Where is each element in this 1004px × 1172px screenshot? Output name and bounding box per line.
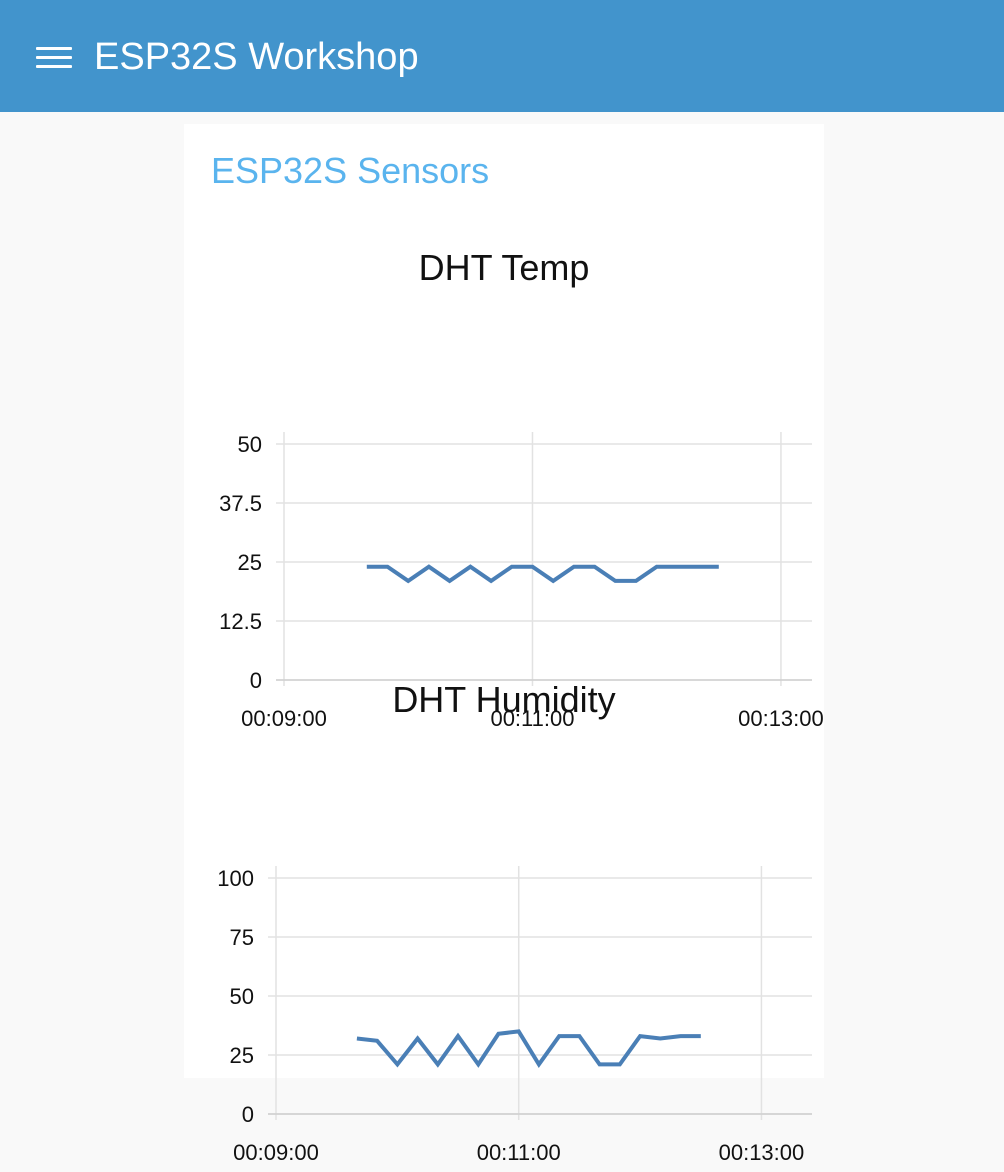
x-tick-label: 00:11:00 [490,706,574,731]
data-point [573,566,574,567]
top-bar: ESP32S Workshop [0,0,1004,112]
data-point [511,566,512,567]
y-tick-label: 25 [238,550,262,575]
data-point [615,580,616,581]
data-point [559,1036,560,1037]
y-tick-label: 0 [250,668,262,693]
data-point [698,566,699,567]
data-point [718,566,719,567]
series-line [366,564,719,584]
data-point [599,1064,600,1065]
humidity-chart: 0 25 50 75 100 00:09:00 00:11:00 00:13:00 [217,866,812,1165]
y-tick-label: 75 [230,925,254,950]
data-point [470,566,471,567]
data-point [356,1038,357,1039]
sensors-group-card: ESP32S Sensors DHT Temp 0 12.5 25 37.5 50 00:… [184,124,824,1165]
data-point [408,580,409,581]
data-point [437,1064,438,1065]
data-point [518,1031,519,1032]
data-point [680,1036,681,1037]
data-point [553,580,554,581]
data-point [428,566,429,567]
humidity-chart-title: DHT Humidity [392,679,616,720]
y-tick-label: 0 [242,1102,254,1127]
menu-line [36,65,72,68]
data-point [636,580,637,581]
y-tick-label: 25 [230,1043,254,1068]
menu-line [36,56,72,59]
hamburger-menu-icon[interactable] [26,36,82,80]
y-tick-label: 37.5 [219,491,262,516]
data-point [538,1064,539,1065]
data-point [660,1038,661,1039]
y-tick-label: 100 [217,866,254,891]
data-point [397,1064,398,1065]
x-tick-label: 00:13:00 [738,706,824,731]
y-tick-label: 50 [238,432,262,457]
series-line [356,1029,701,1069]
data-point [478,1064,479,1065]
group-title: ESP32S Sensors [211,150,490,191]
app-title: ESP32S Workshop [94,36,419,78]
data-point [640,1036,641,1037]
x-tick-label: 00:11:00 [477,1140,561,1165]
x-tick-label: 00:09:00 [233,1140,319,1165]
data-point [594,566,595,567]
data-point [498,1033,499,1034]
temp-chart-title: DHT Temp [418,247,590,288]
data-point [366,566,367,567]
data-point [449,580,450,581]
x-tick-label: 00:09:00 [241,706,327,731]
data-point [532,566,533,567]
temp-chart: 0 12.5 25 37.5 50 00:09:00 00:11:00 00:13:00 [219,432,824,731]
menu-line [36,47,72,50]
y-tick-label: 50 [230,984,254,1009]
data-point [417,1038,418,1039]
data-point [700,1036,701,1037]
data-point [491,580,492,581]
y-tick-label: 12.5 [219,609,262,634]
data-point [619,1064,620,1065]
data-point [579,1036,580,1037]
x-tick-label: 00:13:00 [719,1140,805,1165]
data-point [677,566,678,567]
data-point [387,566,388,567]
data-point [458,1036,459,1037]
data-point [656,566,657,567]
data-point [377,1040,378,1041]
